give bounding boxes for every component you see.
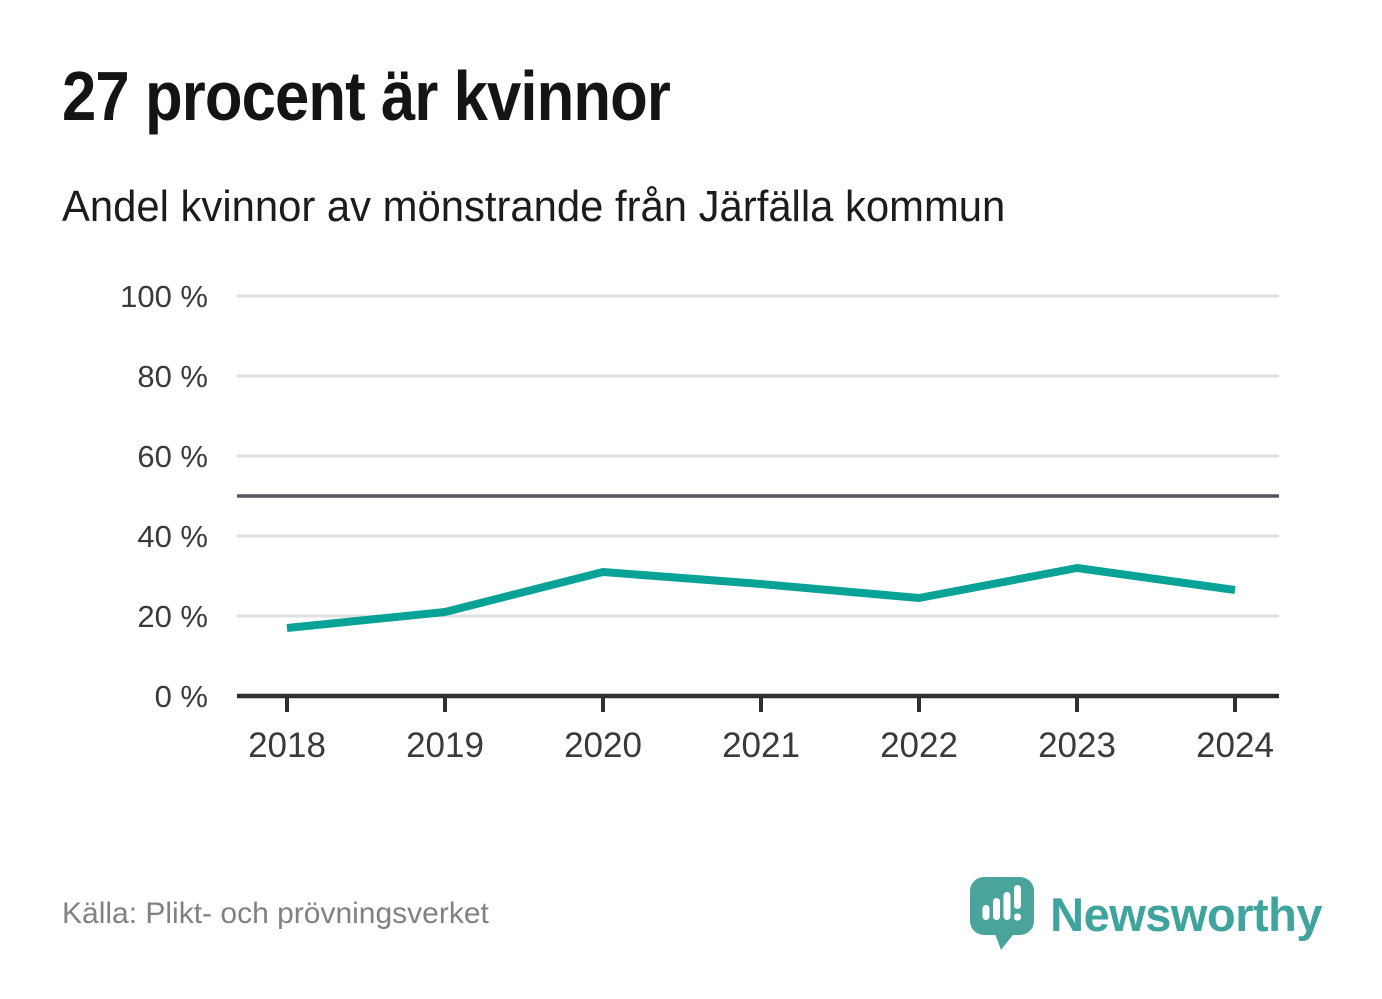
newsworthy-logo-icon [970, 877, 1035, 950]
source-note: Källa: Plikt- och prövningsverket [62, 897, 489, 930]
x-axis-label: 2020 [564, 726, 642, 765]
newsworthy-logo: Newsworthy [970, 877, 1322, 951]
y-axis-label: 20 % [137, 599, 208, 634]
y-axis-label: 40 % [137, 519, 208, 554]
line-chart: 0 % 20 % 40 % 60 % 80 % 100 % 2018 2019 2020 2021… [120, 279, 1279, 765]
logo-bar-2 [993, 898, 1001, 920]
logo-bar-3 [1003, 892, 1011, 920]
y-axis-label: 80 % [137, 359, 208, 394]
x-axis-label: 2022 [880, 726, 958, 765]
x-axis-label: 2018 [248, 726, 326, 765]
logo-bubble [970, 877, 1035, 935]
chart-footer: Källa: Plikt- och prövningsverket Newswo… [62, 870, 1322, 958]
x-axis-label: 2024 [1196, 726, 1274, 765]
x-axis-label: 2021 [722, 726, 800, 765]
x-axis-label: 2019 [406, 726, 484, 765]
newsworthy-logo-text: Newsworthy [1050, 887, 1322, 941]
data-line [286, 564, 1236, 632]
logo-bubble-tail [994, 931, 1017, 950]
y-axis-label: 60 % [137, 439, 208, 474]
logo-exclamation-dot [1014, 913, 1022, 921]
chart-subtitle: Andel kvinnor av mönstrande från Järfäll… [62, 182, 1006, 231]
y-axis-label: 100 % [120, 279, 208, 314]
x-axis-label: 2023 [1038, 726, 1116, 765]
y-axis-label: 0 % [155, 679, 208, 714]
chart-title: 27 procent är kvinnor [62, 57, 671, 135]
logo-bar-1 [982, 905, 990, 920]
logo-exclamation-stem [1014, 885, 1022, 909]
